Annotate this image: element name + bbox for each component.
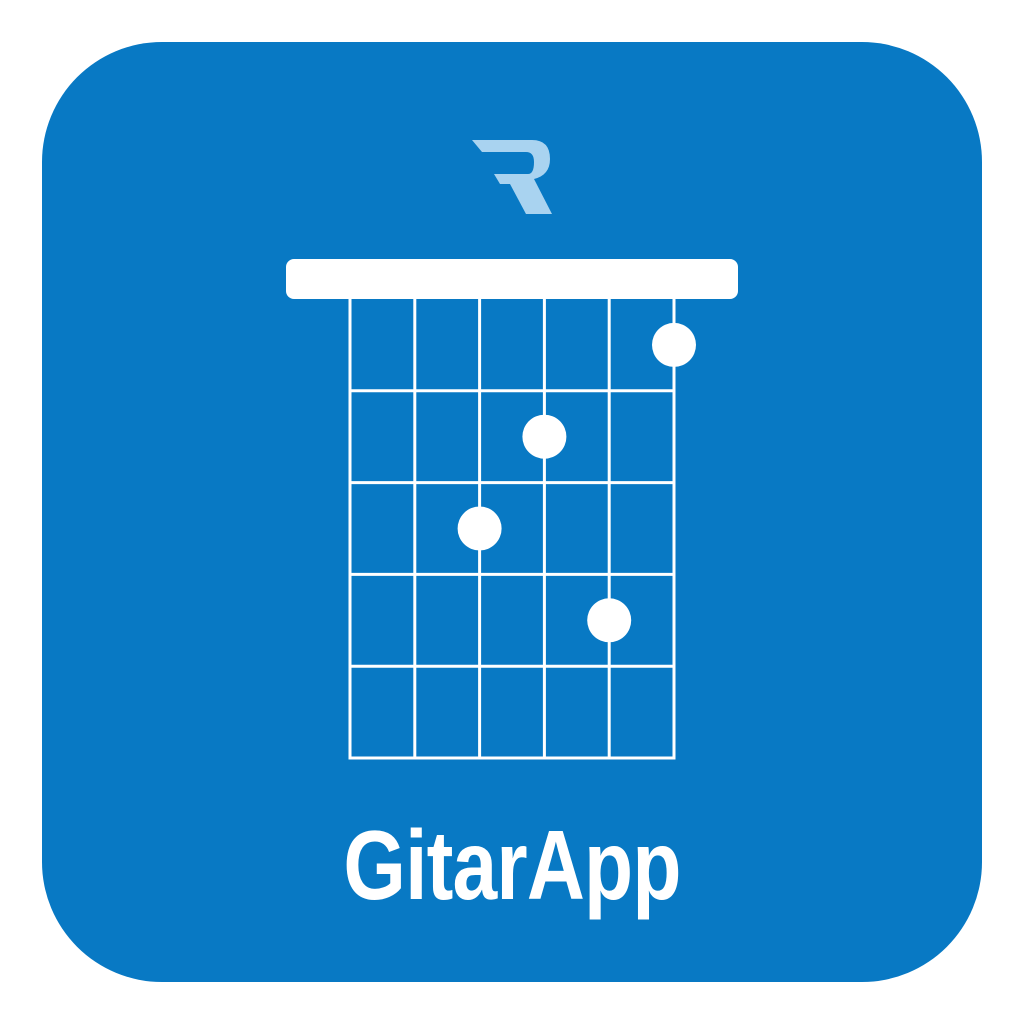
app-name: GitarApp <box>343 810 681 920</box>
finger-dot-2 <box>522 414 567 459</box>
app-icon-tile[interactable] <box>42 42 982 982</box>
finger-dot-1 <box>652 322 696 367</box>
finger-dots <box>457 322 696 643</box>
nut-bar <box>286 259 738 299</box>
fretboard <box>348 299 676 760</box>
finger-dot-3 <box>457 506 502 551</box>
finger-dot-4 <box>587 598 632 643</box>
r-logo-icon <box>472 140 552 214</box>
